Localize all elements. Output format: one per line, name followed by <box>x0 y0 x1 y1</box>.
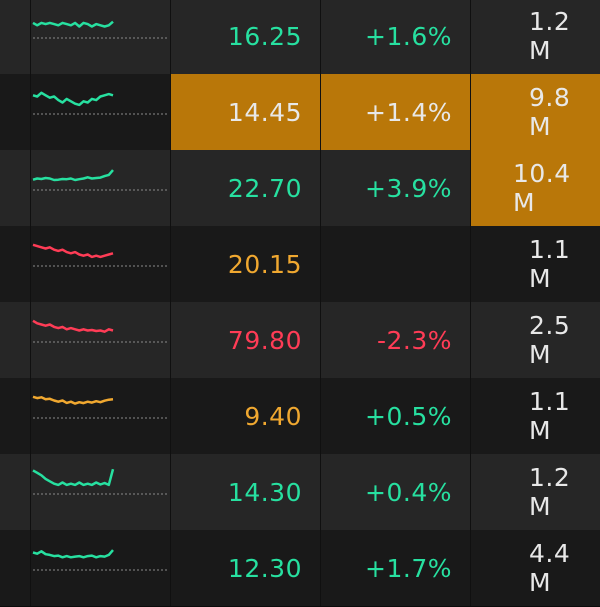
change-cell: +3.9% <box>320 150 470 226</box>
sparkline-cell <box>30 0 170 74</box>
price-cell: 12.30 <box>170 530 320 606</box>
sparkline-line <box>32 319 114 333</box>
price-cell: 16.25 <box>170 0 320 74</box>
sparkline-chart <box>32 468 169 495</box>
volume-cell: 4.4 M <box>470 530 600 606</box>
change-cell: +0.5% <box>320 378 470 454</box>
table-row[interactable]: 22.70 +3.9% 10.4 M <box>0 150 600 227</box>
price-cell: 14.45 <box>170 74 320 150</box>
change-cell: +0.4% <box>320 454 470 530</box>
row-leading-cell <box>0 226 30 302</box>
volume-cell: 1.2 M <box>470 0 600 74</box>
price-cell: 14.30 <box>170 454 320 530</box>
row-leading-cell <box>0 454 30 530</box>
price-cell: 22.70 <box>170 150 320 226</box>
table-row[interactable]: 16.25 +1.6% 1.2 M <box>0 0 600 75</box>
sparkline-line <box>32 91 114 107</box>
change-cell: +1.7% <box>320 530 470 606</box>
volume-cell: 10.4 M <box>470 150 600 226</box>
sparkline-chart <box>32 91 169 115</box>
sparkline-cell <box>30 226 170 302</box>
row-leading-cell <box>0 0 30 74</box>
price-cell: 20.15 <box>170 226 320 302</box>
sparkline-chart <box>32 20 169 39</box>
row-leading-cell <box>0 150 30 226</box>
sparkline-chart <box>32 319 169 343</box>
row-leading-cell <box>0 302 30 378</box>
sparkline-chart <box>32 243 169 267</box>
table-row[interactable]: 12.30 +1.7% 4.4 M <box>0 530 600 607</box>
change-cell: +1.6% <box>320 0 470 74</box>
table-row[interactable]: 14.30 +0.4% 1.2 M <box>0 454 600 531</box>
row-leading-cell <box>0 74 30 150</box>
sparkline-chart <box>32 169 169 191</box>
volume-cell: 1.1 M <box>470 226 600 302</box>
volume-cell: 1.2 M <box>470 454 600 530</box>
sparkline-chart <box>32 395 169 419</box>
sparkline-cell <box>30 74 170 150</box>
sparkline-line <box>32 20 114 28</box>
sparkline-line <box>32 169 114 182</box>
sparkline-chart <box>32 549 169 571</box>
volume-cell: 9.8 M <box>470 74 600 150</box>
sparkline-line <box>32 549 114 559</box>
sparkline-cell <box>30 530 170 606</box>
change-cell: +1.4% <box>320 74 470 150</box>
change-cell: -2.3% <box>320 302 470 378</box>
row-leading-cell <box>0 530 30 606</box>
table-row[interactable]: 20.15 1.1 M <box>0 226 600 303</box>
table-row[interactable]: 14.45 +1.4% 9.8 M <box>0 74 600 151</box>
sparkline-cell <box>30 150 170 226</box>
table-row[interactable]: 79.80 -2.3% 2.5 M <box>0 302 600 379</box>
sparkline-cell <box>30 302 170 378</box>
volume-cell: 2.5 M <box>470 302 600 378</box>
price-cell: 9.40 <box>170 378 320 454</box>
sparkline-line <box>32 468 115 487</box>
sparkline-cell <box>30 454 170 530</box>
price-cell: 79.80 <box>170 302 320 378</box>
change-cell <box>320 226 470 302</box>
volume-cell: 1.1 M <box>470 378 600 454</box>
row-leading-cell <box>0 378 30 454</box>
sparkline-line <box>32 243 114 259</box>
sparkline-line <box>32 395 114 405</box>
table-row[interactable]: 9.40 +0.5% 1.1 M <box>0 378 600 455</box>
sparkline-cell <box>30 378 170 454</box>
